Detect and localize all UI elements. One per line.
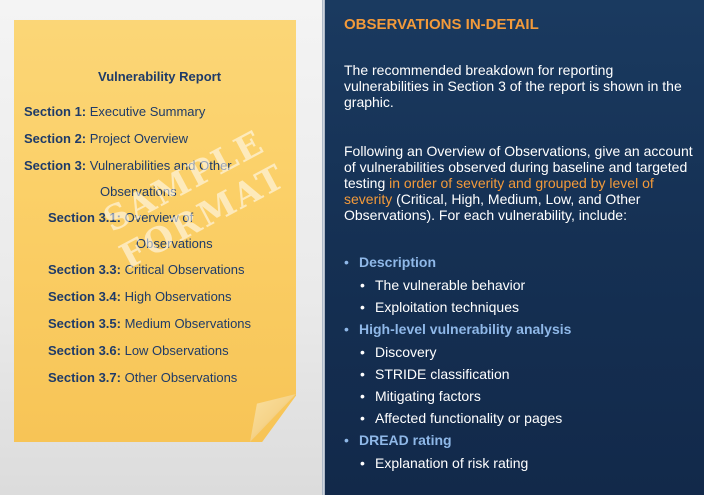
section-heading: OBSERVATIONS IN-DETAIL	[344, 16, 539, 33]
toc-item: Section 3.3: Critical Observations	[48, 262, 245, 277]
intro-paragraph: The recommended breakdown for reporting …	[344, 62, 682, 110]
sticky-note: Vulnerability Report Section 1: Executiv…	[14, 20, 296, 442]
list-item: • Affected functionality or pages	[360, 410, 563, 426]
toc-item: Section 1: Executive Summary	[24, 104, 206, 119]
toc-item: Section 3: Vulnerabilities and Other	[24, 158, 232, 173]
list-item: • Exploitation techniques	[360, 299, 519, 315]
list-item: • Explanation of risk rating	[360, 455, 529, 471]
list-heading: • DREAD rating	[344, 432, 452, 448]
panel-divider	[322, 0, 325, 495]
list-item: • Discovery	[360, 344, 437, 360]
toc-item: Section 3.1: Overview of	[48, 210, 194, 225]
toc-item: Section 3.6: Low Observations	[48, 343, 229, 358]
right-panel	[325, 0, 704, 495]
toc-item: Section 3.5: Medium Observations	[48, 316, 252, 331]
toc-item: Observations	[136, 236, 213, 251]
severity-highlight: in order of severity and grouped by leve…	[344, 175, 654, 207]
toc-item: Section 2: Project Overview	[24, 131, 188, 146]
toc-item: Section 3.4: High Observations	[48, 289, 232, 304]
list-item: • Mitigating factors	[360, 388, 481, 404]
list-item: • STRIDE classification	[360, 366, 510, 382]
note-title: Vulnerability Report	[98, 69, 222, 84]
list-heading: • High-level vulnerability analysis	[344, 321, 572, 337]
toc-list: Section 1: Executive Summary Section 2: …	[14, 20, 296, 440]
list-heading: • Description	[344, 254, 437, 270]
detail-paragraph: Following an Overview of Observations, g…	[344, 143, 693, 223]
list-item: • The vulnerable behavior	[360, 277, 526, 293]
toc-item: Observations	[100, 184, 177, 199]
toc-item: Section 3.7: Other Observations	[48, 370, 238, 385]
